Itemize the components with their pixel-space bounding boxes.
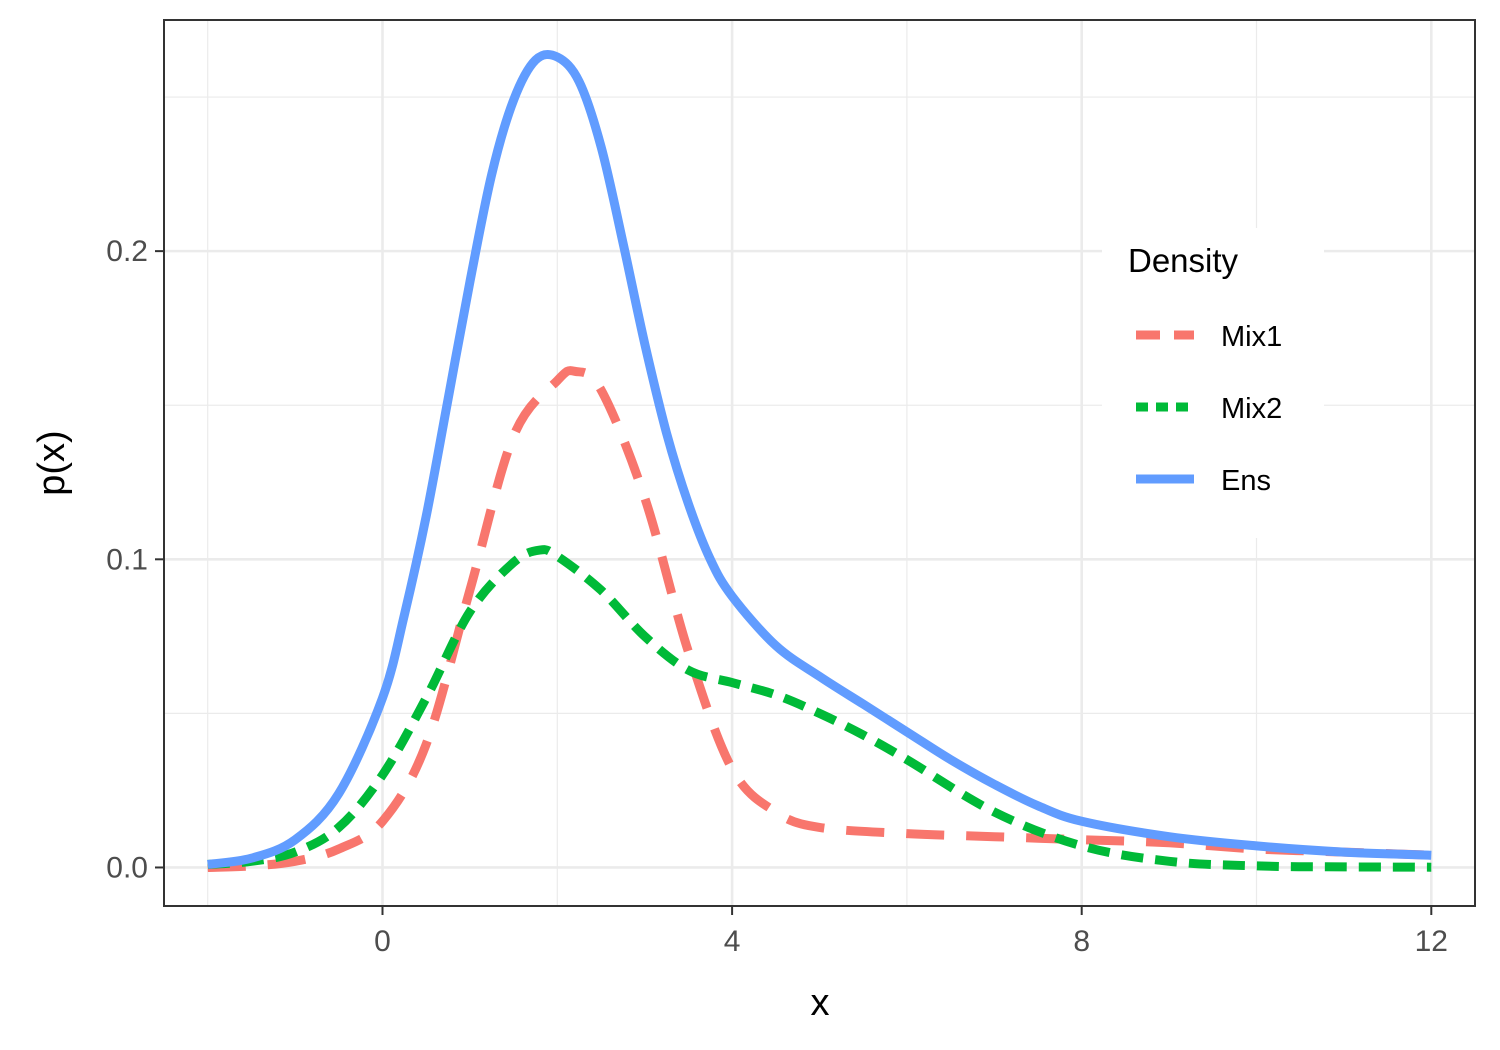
series-lines <box>207 50 1432 872</box>
y-tick-label: 0.1 <box>106 543 148 576</box>
y-tick-label: 0.0 <box>106 851 148 884</box>
y-axis-ticks: 0.0 0.1 0.2 <box>106 235 164 884</box>
major-gridlines <box>164 20 1475 906</box>
legend-items: Mix1 Mix2 Ens <box>1136 321 1282 497</box>
series-line-ens <box>207 50 1432 869</box>
x-tick-label: 8 <box>1073 925 1090 958</box>
legend-label: Mix1 <box>1221 321 1282 353</box>
y-tick-label: 0.2 <box>106 235 148 268</box>
x-axis-ticks: 0 4 8 12 <box>374 906 1448 958</box>
legend-label: Mix2 <box>1221 393 1282 425</box>
x-tick-label: 12 <box>1415 925 1448 958</box>
legend: Density Mix1 Mix2 Ens <box>1102 228 1324 538</box>
series-line-mix1 <box>207 366 1432 872</box>
legend-title: Density <box>1128 242 1239 279</box>
y-axis-title: p(x) <box>31 430 73 495</box>
plot-border <box>163 19 1476 907</box>
x-axis-title: x <box>811 982 830 1024</box>
x-tick-label: 4 <box>724 925 741 958</box>
series-line-mix2 <box>207 545 1432 872</box>
legend-label: Ens <box>1221 465 1271 497</box>
x-tick-label: 0 <box>374 925 391 958</box>
legend-background <box>1102 228 1324 538</box>
